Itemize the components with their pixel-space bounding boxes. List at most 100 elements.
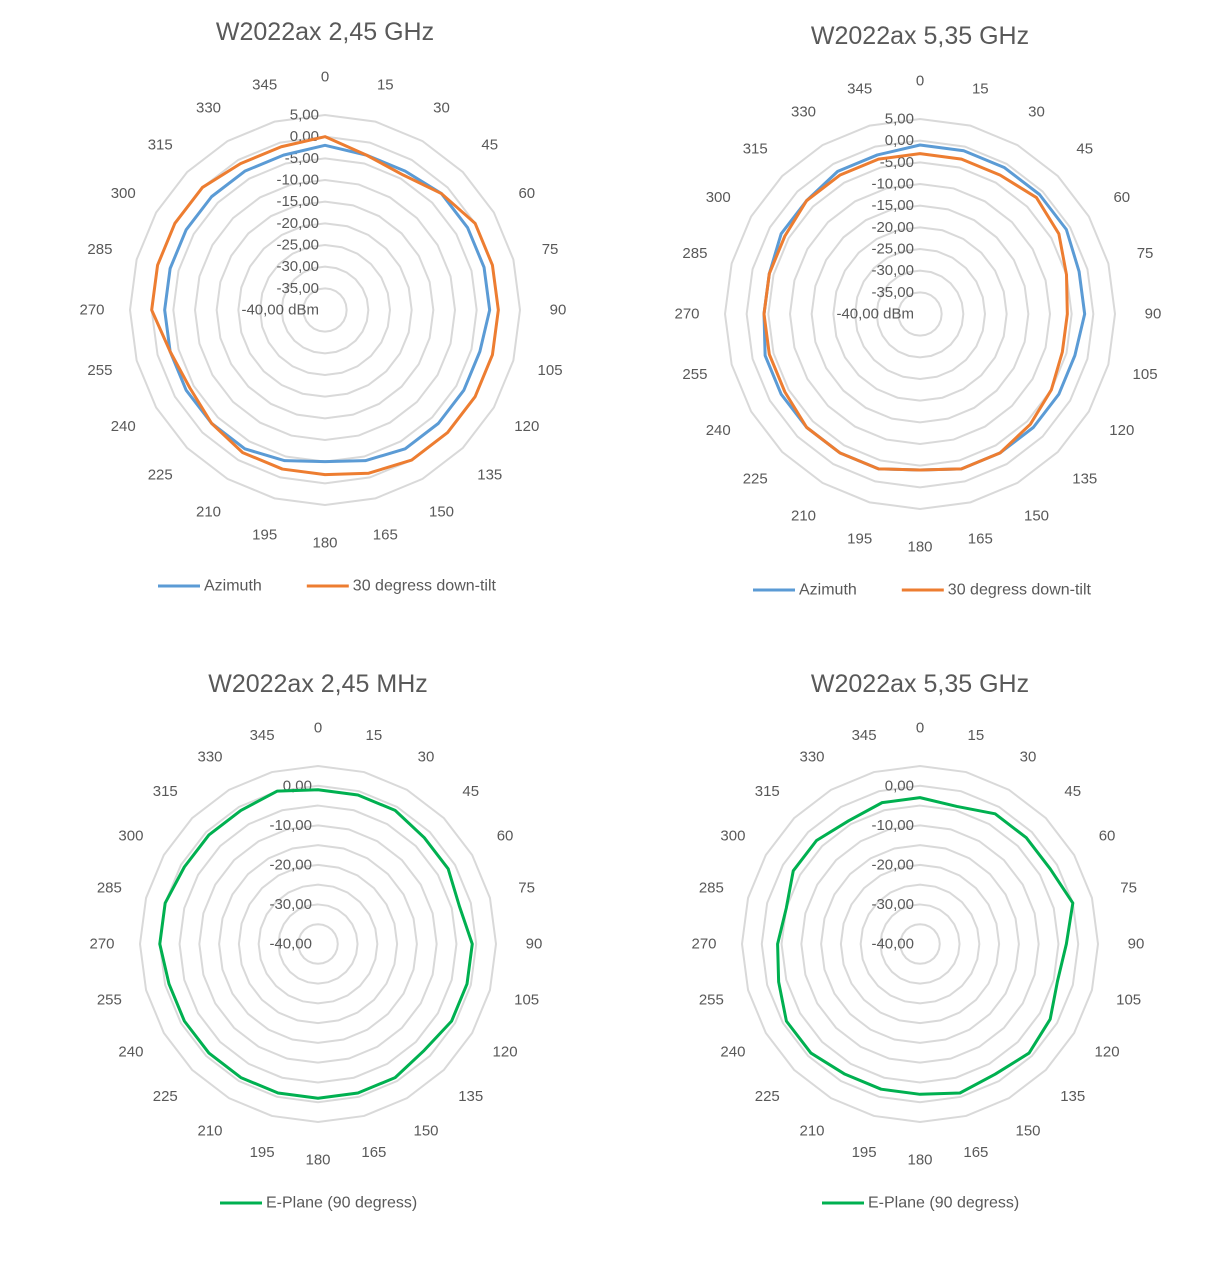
angle-label: 330 xyxy=(791,104,816,121)
grid-ring xyxy=(237,863,399,1025)
radial-tick-label: -15,00 xyxy=(276,193,319,210)
angle-label: 135 xyxy=(1072,470,1097,487)
grid-ring xyxy=(760,784,1080,1104)
angle-label: 135 xyxy=(477,466,502,483)
angle-label: 180 xyxy=(907,1152,932,1169)
radial-tick-label: -15,00 xyxy=(871,197,914,214)
angle-label: 90 xyxy=(550,302,567,319)
radar-chart-bottom-left: W2022ax 2,45 MHz 0,00 -10,00 -20,00 -30,00 -4… xyxy=(0,640,608,1260)
chart-title: W2022ax 5,35 GHz xyxy=(811,22,1029,50)
radar-chart-svg: W2022ax 5,35 GHz5,000,00-5,00-10,00-15,0… xyxy=(674,22,1162,599)
angle-label: 255 xyxy=(97,991,122,1008)
series-line xyxy=(158,788,474,1100)
angle-label: 135 xyxy=(1060,1088,1085,1105)
radial-tick-label: -20,00 xyxy=(871,219,914,236)
grid-ring xyxy=(258,243,392,377)
angle-label: 180 xyxy=(305,1152,330,1169)
angle-label: 345 xyxy=(252,76,277,93)
angle-label: 270 xyxy=(691,936,716,953)
series-line xyxy=(163,143,492,464)
grid-ring xyxy=(839,863,1001,1025)
radial-tick-label: -30,00 xyxy=(269,896,312,913)
grid-ring xyxy=(128,113,522,507)
angle-label: 75 xyxy=(1120,880,1137,897)
angle-label: 15 xyxy=(972,80,989,97)
angle-label: 180 xyxy=(312,535,337,552)
angle-label: 150 xyxy=(413,1123,438,1140)
angle-label: 255 xyxy=(699,991,724,1008)
grid-ring xyxy=(875,269,965,359)
radial-tick-label: 0,00 xyxy=(885,777,914,794)
angle-label: 225 xyxy=(755,1088,780,1105)
angle-label: 270 xyxy=(79,302,104,319)
grid-ring xyxy=(832,226,1008,402)
angle-label: 225 xyxy=(148,466,173,483)
chart-title: W2022ax 2,45 MHz xyxy=(208,670,428,698)
grid-ring xyxy=(810,204,1030,424)
angle-label: 90 xyxy=(1145,306,1162,323)
angle-label: 165 xyxy=(373,527,398,544)
radial-tick-label: -25,00 xyxy=(871,241,914,258)
angle-label: 30 xyxy=(1028,104,1045,121)
series-line xyxy=(150,135,500,477)
angle-label: 345 xyxy=(852,727,877,744)
angle-label: 90 xyxy=(526,936,543,953)
grid-ring xyxy=(767,161,1073,467)
radial-tick-label: -40,00 xyxy=(269,936,312,953)
angle-label: 210 xyxy=(196,503,221,520)
angle-label: 330 xyxy=(196,100,221,117)
legend-label: Azimuth xyxy=(799,582,857,599)
radar-chart-bottom-right: W2022ax 5,35 GHz 0,00 -10,00 -20,00 -30,00 -4… xyxy=(608,640,1216,1260)
angle-label: 225 xyxy=(743,470,768,487)
angle-label: 210 xyxy=(799,1123,824,1140)
radial-tick-label: -20,00 xyxy=(269,856,312,873)
angle-label: 105 xyxy=(1133,366,1158,383)
angle-label: 210 xyxy=(791,507,816,524)
radial-tick-label: -35,00 xyxy=(276,280,319,297)
grid-ring xyxy=(172,157,478,463)
angle-label: 30 xyxy=(433,100,450,117)
radial-tick-label: -30,00 xyxy=(871,262,914,279)
legend-label: 30 degress down-tilt xyxy=(948,582,1092,599)
angle-label: 15 xyxy=(366,727,383,744)
angle-label: 15 xyxy=(377,76,394,93)
radial-tick-label: -25,00 xyxy=(276,237,319,254)
angle-label: 120 xyxy=(1109,422,1134,439)
radar-chart-svg: W2022ax 2,45 GHz5,000,00-5,00-10,00-15,0… xyxy=(79,18,567,595)
angle-label: 285 xyxy=(699,880,724,897)
angle-label: 345 xyxy=(250,727,275,744)
angle-label: 300 xyxy=(720,828,745,845)
angle-label: 255 xyxy=(87,362,112,379)
grid-ring xyxy=(158,784,478,1104)
angle-label: 150 xyxy=(1024,507,1049,524)
legend-label: E-Plane (90 degress) xyxy=(868,1195,1019,1212)
angle-label: 75 xyxy=(542,241,559,258)
angle-label: 315 xyxy=(153,783,178,800)
angle-label: 15 xyxy=(968,727,985,744)
angle-label: 150 xyxy=(429,503,454,520)
grid-ring xyxy=(859,883,981,1005)
angle-label: 75 xyxy=(1137,245,1154,262)
angle-label: 165 xyxy=(968,531,993,548)
radar-chart-svg: W2022ax 2,45 MHz0,00-10,00-20,00-30,00-4… xyxy=(89,670,543,1212)
grid-ring xyxy=(277,903,359,985)
grid-ring xyxy=(198,824,438,1064)
grid-ring xyxy=(780,804,1060,1084)
legend-label: Azimuth xyxy=(204,578,262,595)
radial-tick-label: -20,00 xyxy=(871,856,914,873)
grid-ring xyxy=(138,764,498,1124)
angle-label: 240 xyxy=(118,1044,143,1061)
grid-ring xyxy=(899,923,941,965)
radial-tick-label: -10,00 xyxy=(871,817,914,834)
radial-tick-label: -10,00 xyxy=(269,817,312,834)
angle-label: 30 xyxy=(1020,748,1037,765)
radial-tick-label: -40,00 xyxy=(871,936,914,953)
angle-label: 120 xyxy=(493,1044,518,1061)
radar-chart-top-right: W2022ax 5,35 GHz 5,00 0,00 -5,00 -10,00 -15,0… xyxy=(608,0,1216,630)
angle-label: 285 xyxy=(87,241,112,258)
angle-label: 225 xyxy=(153,1088,178,1105)
angle-label: 195 xyxy=(252,527,277,544)
grid-ring xyxy=(257,883,379,1005)
angle-label: 300 xyxy=(111,185,136,202)
chart-title: W2022ax 2,45 GHz xyxy=(216,18,434,46)
